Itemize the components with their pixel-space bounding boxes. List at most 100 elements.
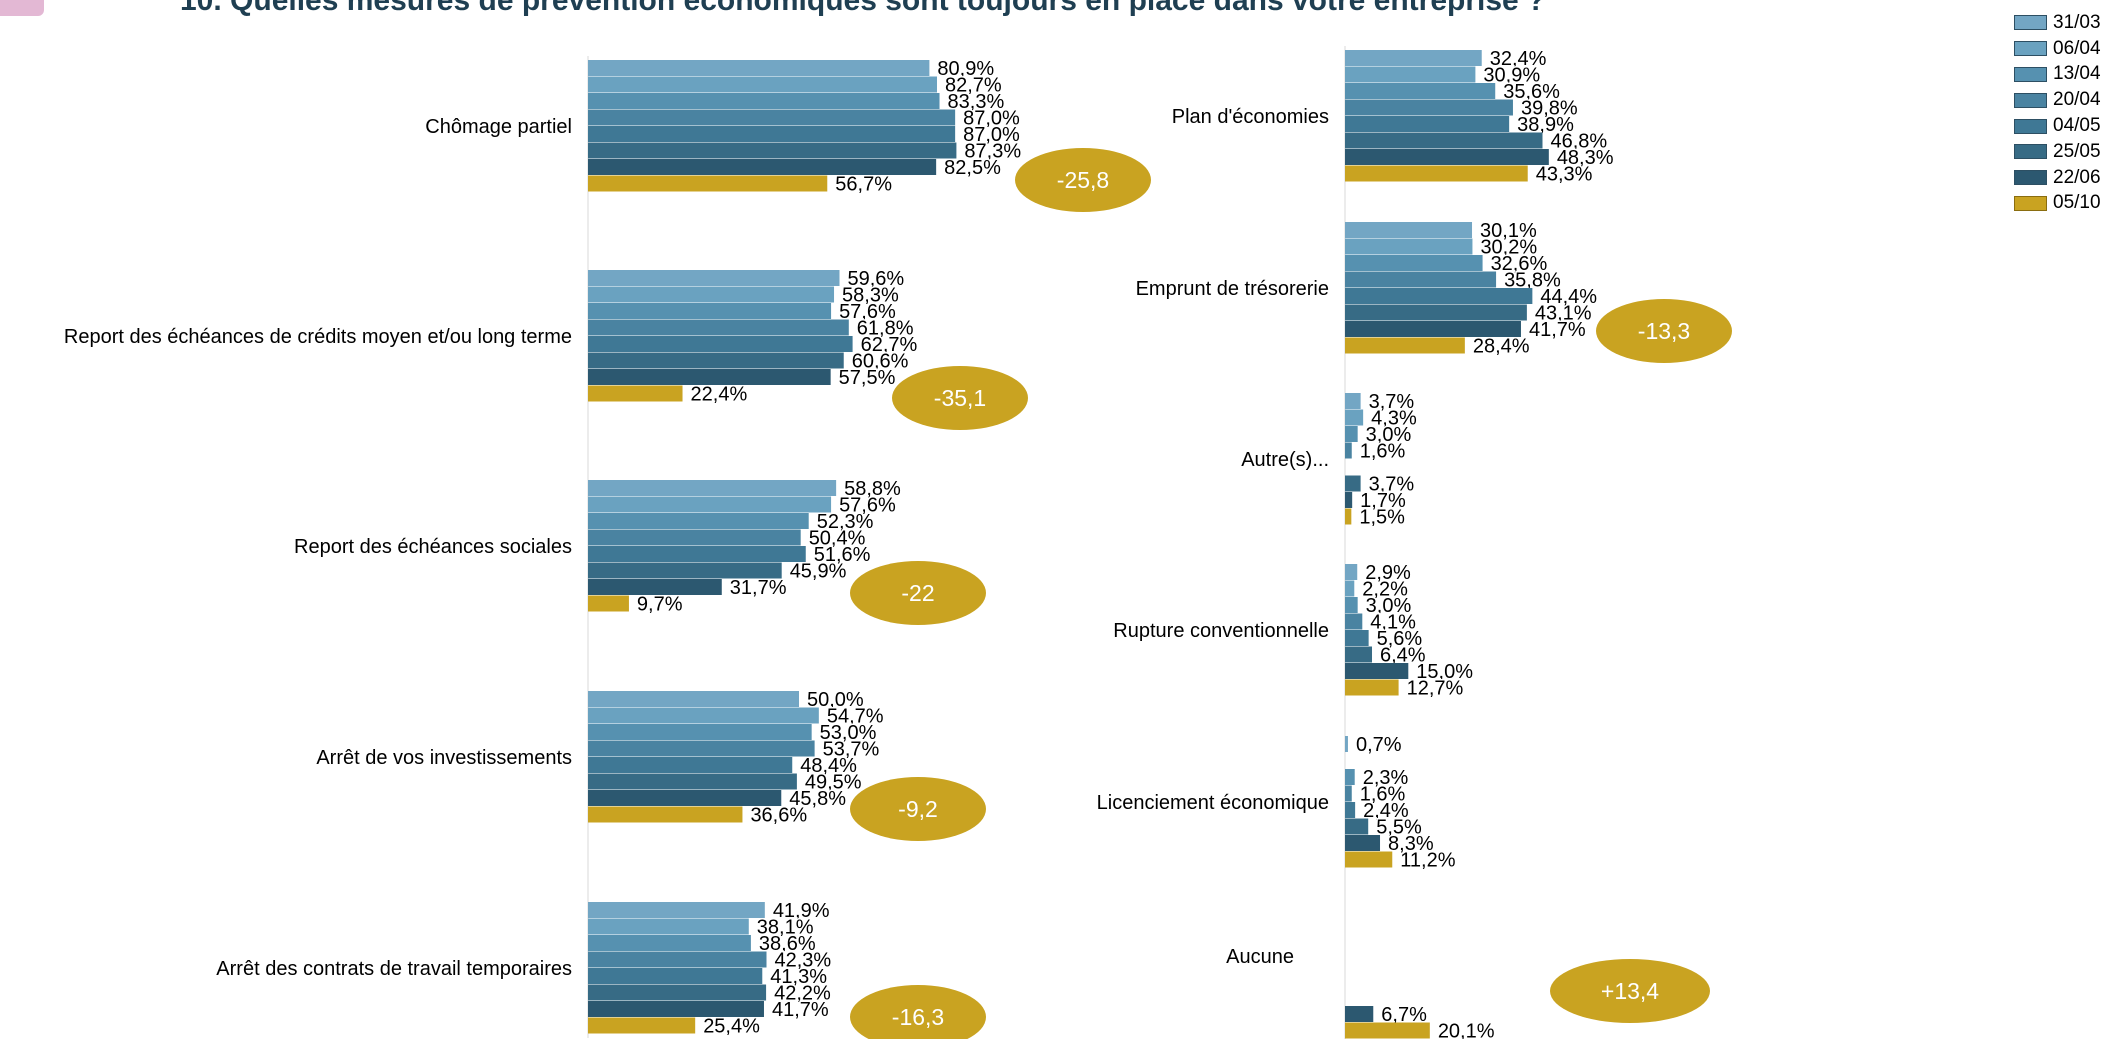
delta-ellipse-emprunt-de-tresorerie [1596,299,1732,363]
bar-report-des-echeances-sociales-1 [588,496,832,513]
data-label-licenciement-economique-4: 2,4% [1363,800,1409,822]
bar-report-des-echeances-sociales-6 [588,579,722,595]
category-label-autre-s: Autre(s)... [1241,449,1329,471]
bar-aucune-7 [1345,1022,1430,1039]
data-label-rupture-conventionnelle-4: 5,6% [1377,628,1423,650]
bar-report-des-echeances-de-credits-moyen-et-ou-long-terme-3 [588,319,849,336]
bar-autre-s-6 [1345,492,1353,508]
data-label-rupture-conventionnelle-3: 4,1% [1370,612,1416,634]
delta-label-aucune: +13,4 [1601,978,1659,1004]
data-label-licenciement-economique-5: 5,5% [1376,817,1422,839]
data-label-autre-s-1: 4,3% [1371,408,1417,430]
delta-label-report-des-echeances-sociales: -22 [901,580,934,606]
delta-ellipse-report-des-echeances-sociales [850,561,986,625]
data-label-report-des-echeances-de-credits-moyen-et-ou-long-terme-5: 60,6% [852,351,909,373]
corner-decoration [0,0,44,16]
bar-arret-des-contrats-de-travail-temporaires-2 [588,935,751,951]
data-label-chomage-partiel-3: 87,0% [963,108,1020,130]
bar-report-des-echeances-de-credits-moyen-et-ou-long-terme-4 [588,336,853,352]
bar-licenciement-economique-6 [1345,835,1381,851]
bar-rupture-conventionnelle-5 [1345,646,1373,663]
legend: 31/03 06/04 13/04 20/04 04/05 25/05 22/06 05/10 [2014,10,2101,216]
bar-rupture-conventionnelle-4 [1345,630,1369,646]
data-label-chomage-partiel-2: 83,3% [948,91,1005,113]
data-label-arret-de-vos-investissements-2: 53,0% [820,722,877,744]
bar-autre-s-5 [1345,475,1361,492]
legend-swatch [2014,195,2047,211]
category-label-arret-de-vos-investissements: Arrêt de vos investissements [316,747,572,769]
legend-label: 31/03 [2053,11,2101,33]
data-label-chomage-partiel-1: 82,7% [945,75,1002,97]
data-label-autre-s-5: 3,7% [1369,474,1415,496]
category-label-report-des-echeances-sociales: Report des échéances sociales [294,536,572,558]
legend-item-20-04: 20/04 [2014,87,2101,113]
bar-chomage-partiel-2 [588,93,940,109]
bar-emprunt-de-tresorerie-5 [1345,304,1527,321]
data-label-arret-des-contrats-de-travail-temporaires-1: 38,1% [757,917,814,939]
category-label-arret-des-contrats-de-travail-temporaires: Arrêt des contrats de travail temporaire… [216,958,572,980]
bar-rupture-conventionnelle-3 [1345,613,1363,630]
bar-report-des-echeances-sociales-0 [588,480,837,496]
legend-item-25-05: 25/05 [2014,139,2101,165]
delta-label-report-des-echeances-de-credits-moyen-et-ou-long-terme: -35,1 [934,385,986,411]
data-label-plan-d-economies-4: 38,9% [1517,114,1574,136]
data-label-arret-des-contrats-de-travail-temporaires-4: 41,3% [770,966,827,988]
bar-autre-s-2 [1345,426,1358,442]
legend-label: 22/06 [2053,166,2101,188]
delta-ellipse-arret-des-contrats-de-travail-temporaires [850,985,986,1039]
category-label-aucune: Aucune [1226,946,1294,968]
category-label-chomage-partiel: Chômage partiel [425,116,572,138]
data-label-emprunt-de-tresorerie-1: 30,2% [1480,237,1537,259]
bar-emprunt-de-tresorerie-3 [1345,271,1497,288]
bar-licenciement-economique-5 [1345,818,1369,835]
bar-arret-des-contrats-de-travail-temporaires-7 [588,1017,696,1034]
bar-aucune-6 [1345,1006,1374,1022]
bar-chomage-partiel-4 [588,126,956,142]
bar-arret-des-contrats-de-travail-temporaires-6 [588,1001,764,1017]
data-label-arret-des-contrats-de-travail-temporaires-0: 41,9% [773,900,830,922]
bar-plan-d-economies-4 [1345,116,1510,132]
data-label-report-des-echeances-de-credits-moyen-et-ou-long-terme-6: 57,5% [839,367,896,389]
bar-autre-s-3 [1345,442,1352,459]
bar-emprunt-de-tresorerie-4 [1345,288,1533,304]
bar-autre-s-0 [1345,393,1361,409]
delta-ellipse-chomage-partiel [1015,148,1151,212]
data-label-chomage-partiel-6: 82,5% [944,157,1001,179]
bar-chomage-partiel-6 [588,159,937,175]
bar-arret-des-contrats-de-travail-temporaires-5 [588,984,767,1001]
data-label-rupture-conventionnelle-7: 12,7% [1407,678,1464,700]
data-label-arret-de-vos-investissements-6: 45,8% [789,788,846,810]
data-label-report-des-echeances-sociales-6: 31,7% [730,577,787,599]
data-label-emprunt-de-tresorerie-5: 43,1% [1535,303,1592,325]
bar-licenciement-economique-0 [1345,736,1348,752]
legend-label: 06/04 [2053,37,2101,59]
bar-arret-de-vos-investissements-3 [588,740,815,757]
legend-item-31-03: 31/03 [2014,10,2101,36]
data-label-chomage-partiel-4: 87,0% [963,124,1020,146]
delta-label-chomage-partiel: -25,8 [1057,167,1109,193]
legend-swatch [2014,118,2047,134]
data-label-report-des-echeances-sociales-3: 50,4% [809,528,866,550]
bar-arret-de-vos-investissements-1 [588,707,819,724]
bar-chomage-partiel-3 [588,109,956,126]
delta-ellipse-report-des-echeances-de-credits-moyen-et-ou-long-terme [892,366,1028,430]
bar-emprunt-de-tresorerie-7 [1345,337,1465,354]
data-label-rupture-conventionnelle-0: 2,9% [1365,562,1411,584]
legend-label: 20/04 [2053,89,2101,111]
page-title: 10. Quelles mesures de prévention économ… [180,0,1546,17]
bar-emprunt-de-tresorerie-6 [1345,321,1521,337]
bar-report-des-echeances-de-credits-moyen-et-ou-long-terme-6 [588,369,831,385]
data-label-report-des-echeances-sociales-2: 52,3% [817,511,874,533]
bar-report-des-echeances-de-credits-moyen-et-ou-long-terme-0 [588,270,840,286]
data-label-report-des-echeances-de-credits-moyen-et-ou-long-terme-3: 61,8% [857,318,914,340]
bar-licenciement-economique-3 [1345,785,1352,802]
data-label-report-des-echeances-sociales-0: 58,8% [844,478,901,500]
legend-item-05-10: 05/10 [2014,191,2101,217]
bar-chomage-partiel-7 [588,175,828,192]
data-label-plan-d-economies-5: 46,8% [1550,131,1607,153]
bar-report-des-echeances-sociales-4 [588,546,806,562]
data-label-arret-des-contrats-de-travail-temporaires-7: 25,4% [703,1016,760,1038]
bar-report-des-echeances-de-credits-moyen-et-ou-long-terme-5 [588,352,844,369]
data-label-licenciement-economique-7: 11,2% [1400,850,1455,872]
